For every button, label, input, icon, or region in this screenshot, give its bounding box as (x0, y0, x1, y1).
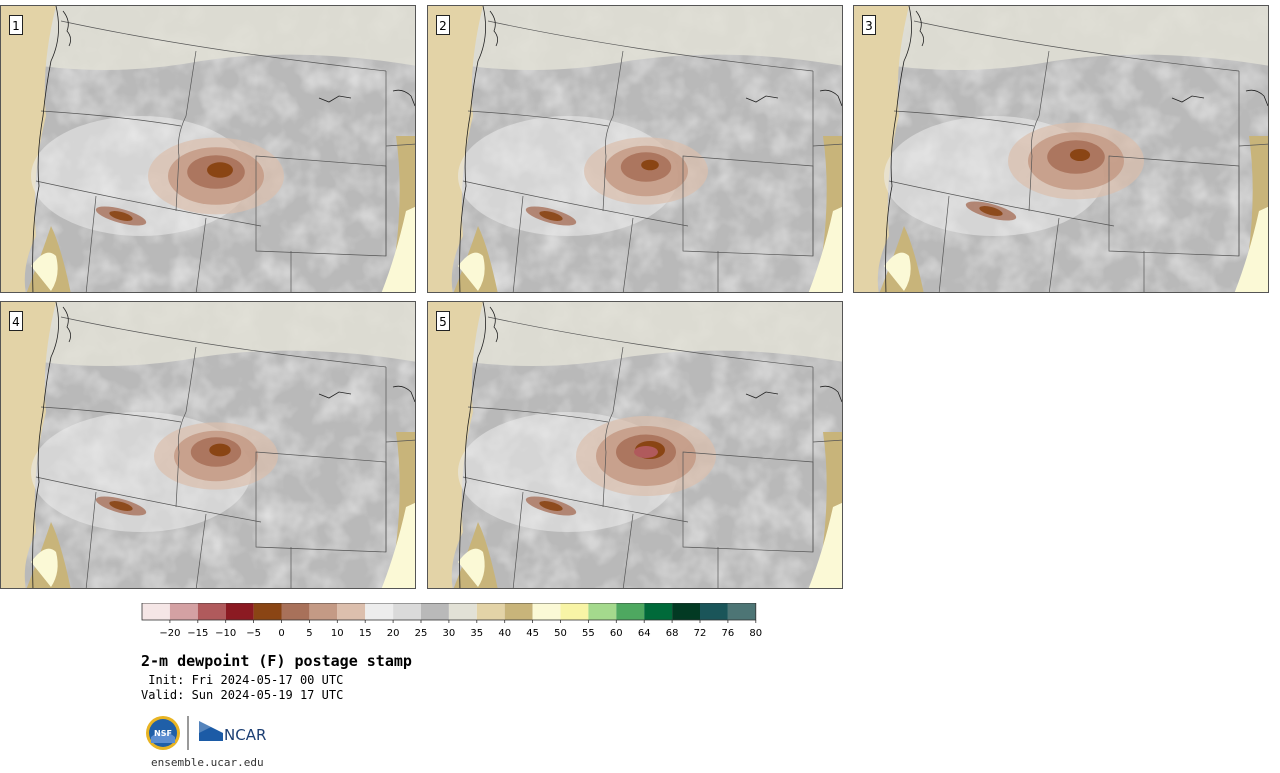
colorbar-swatch (476, 603, 505, 620)
map-panel-4: 4 (0, 301, 416, 589)
colorbar-tick-label: 5 (306, 628, 312, 639)
colorbar-tick-label: −20 (159, 628, 180, 639)
dewpoint-map (854, 6, 1268, 292)
colorbar-swatch (281, 603, 310, 620)
info-block: 2-m dewpoint (F) postage stamp Init: Fri… (141, 652, 412, 703)
colorbar-swatch (532, 603, 561, 620)
nsf-logo-text: NSF (154, 729, 172, 738)
panel-number-label: 5 (436, 311, 450, 331)
colorbar-swatch (448, 603, 477, 620)
init-time: Init: Fri 2024-05-17 00 UTC (141, 673, 344, 687)
colorbar-tick-label: 25 (415, 628, 428, 639)
map-panel-3: 3 (853, 5, 1269, 293)
colorbar-swatch (142, 603, 170, 620)
colorbar-tick-label: 10 (331, 628, 344, 639)
colorbar-tick-label: −10 (215, 628, 236, 639)
panel-number-label: 3 (862, 15, 876, 35)
dewpoint-map (1, 6, 415, 292)
map-panel-2: 2 (427, 5, 843, 293)
colorbar-swatch (337, 603, 366, 620)
panel-number-label: 2 (436, 15, 450, 35)
colorbar-swatch (700, 603, 728, 620)
colorbar-tick-label: 64 (638, 628, 651, 639)
colorbar-swatch (504, 603, 533, 620)
dewpoint-map (428, 302, 842, 588)
colorbar-swatch (253, 603, 282, 620)
product-title: 2-m dewpoint (F) postage stamp (141, 652, 412, 670)
colorbar-swatch (421, 603, 449, 620)
colorbar-swatch (727, 603, 756, 620)
colorbar-tick-label: 55 (582, 628, 595, 639)
colorbar: −20 −15 −10 −5 0 5 10 15 20 25 30 35 40 45 50 55 60 64 68 7… (141, 603, 762, 639)
colorbar-tick-label: 72 (694, 628, 707, 639)
colorbar-swatch (644, 603, 673, 620)
colorbar-tick-label: 50 (554, 628, 567, 639)
footer-url: ensemble.ucar.edu (151, 756, 264, 769)
colorbar-swatch (225, 603, 254, 620)
colorbar-tick-label: −15 (187, 628, 208, 639)
nsf-logo: NSF (146, 716, 180, 750)
colorbar-tick-label: 30 (443, 628, 456, 639)
colorbar-tick-label: 80 (749, 628, 762, 639)
colorbar-tick-label: 15 (359, 628, 372, 639)
colorbar-tick-label: 35 (470, 628, 483, 639)
colorbar-tick-label: 68 (666, 628, 679, 639)
colorbar-swatch (672, 603, 700, 620)
colorbar-swatch (616, 603, 645, 620)
dewpoint-map (1, 302, 415, 588)
colorbar-swatch (197, 603, 226, 620)
map-panel-1: 1 (0, 5, 416, 293)
colorbar-tick-label: 76 (722, 628, 735, 639)
colorbar-tick-label: 20 (387, 628, 400, 639)
logos: NSF NCAR (146, 716, 266, 750)
colorbar-swatch (393, 603, 421, 620)
colorbar-swatch (588, 603, 617, 620)
colorbar-swatch (309, 603, 338, 620)
map-panel-5: 5 (427, 301, 843, 589)
colorbar-swatch (365, 603, 394, 620)
colorbar-tick-label: −5 (246, 628, 261, 639)
panel-number-label: 4 (9, 311, 23, 331)
ncar-logo-text: NCAR (224, 726, 266, 744)
dewpoint-map (428, 6, 842, 292)
colorbar-swatch (169, 603, 198, 620)
colorbar-tick-label: 0 (278, 628, 284, 639)
ncar-logo: NCAR (199, 721, 266, 744)
colorbar-tick-label: 40 (498, 628, 511, 639)
colorbar-tick-label: 60 (610, 628, 623, 639)
valid-time: Valid: Sun 2024-05-19 17 UTC (141, 688, 344, 702)
colorbar-tick-label: 45 (526, 628, 539, 639)
panel-number-label: 1 (9, 15, 23, 35)
colorbar-swatch (560, 603, 589, 620)
